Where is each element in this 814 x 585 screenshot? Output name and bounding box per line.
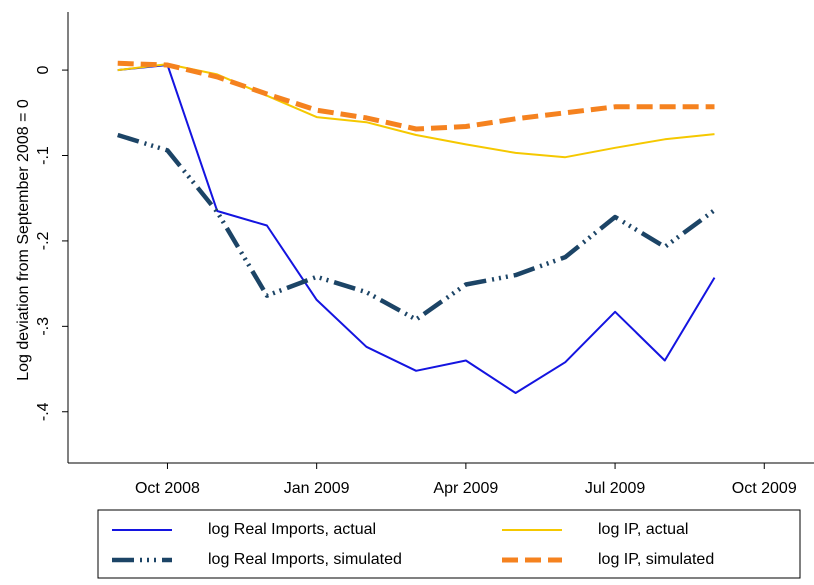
legend-label: log IP, actual [598,521,688,538]
legend-label: log IP, simulated [598,551,714,568]
legend-box [97,509,801,579]
x-tick-label: Apr 2009 [433,480,498,497]
x-tick-label: Jul 2009 [585,480,646,497]
y-tick-label: -.1 [35,146,52,165]
y-tick-label: -.2 [35,231,52,250]
x-tick-label: Oct 2008 [135,480,200,497]
legend-label: log Real Imports, actual [208,521,376,538]
x-tick-label: Oct 2009 [732,480,797,497]
series-line [117,132,716,322]
legend-label: log Real Imports, simulated [208,551,402,568]
series-line [117,60,715,132]
y-tick-label: -.3 [35,317,52,336]
x-tick-label: Jan 2009 [284,480,350,497]
y-axis-label: Log deviation from September 2008 = 0 [15,99,32,381]
y-tick-label: -.4 [35,402,52,421]
y-tick-label: 0 [35,66,52,75]
series-line [117,64,716,394]
